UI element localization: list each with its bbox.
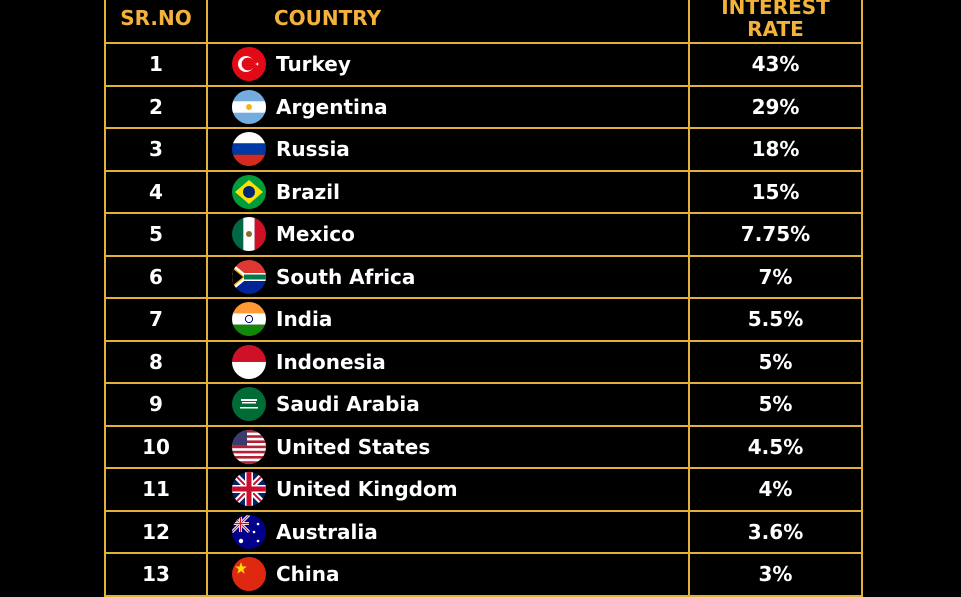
table-row: 8 Indonesia 5% (104, 339, 863, 384)
china-flag-icon (232, 557, 266, 592)
sr-no-cell: 9 (104, 382, 208, 427)
country-cell: Brazil (206, 169, 690, 214)
table-row: 3 Russia 18% (104, 127, 863, 172)
country-cell: Mexico (206, 212, 690, 257)
interest-rate-cell: 4% (688, 467, 863, 512)
country-cell: United States (206, 424, 690, 469)
interest-rate-table: SR.NO COUNTRY INTEREST RATE 1 Turkey 43% 2 A… (104, 0, 863, 597)
sr-no-cell: 12 (104, 509, 208, 554)
interest-rate-cell: 3.6% (688, 509, 863, 554)
country-name: Argentina (276, 94, 388, 119)
russia-flag-icon (232, 132, 266, 167)
country-cell: South Africa (206, 254, 690, 299)
interest-rate-cell: 5% (688, 339, 863, 384)
sr-no-cell: 6 (104, 254, 208, 299)
table-row: 12 Australia 3.6% (104, 509, 863, 554)
turkey-flag-icon (232, 47, 266, 82)
country-name: Turkey (276, 52, 351, 77)
country-cell: India (206, 297, 690, 342)
argentina-flag-icon (232, 89, 266, 124)
interest-rate-cell: 4.5% (688, 424, 863, 469)
country-cell: Turkey (206, 42, 690, 87)
sr-no-cell: 1 (104, 42, 208, 87)
country-name: United Kingdom (276, 477, 458, 502)
table-row: 13 China 3% (104, 552, 863, 597)
table-row: 6 South Africa 7% (104, 254, 863, 299)
interest-rate-cell: 15% (688, 169, 863, 214)
country-cell: China (206, 552, 690, 597)
interest-rate-cell: 29% (688, 84, 863, 129)
interest-rate-cell: 3% (688, 552, 863, 597)
united-kingdom-flag-icon (232, 472, 266, 507)
country-cell: Indonesia (206, 339, 690, 384)
table-row: 5 Mexico 7.75% (104, 212, 863, 257)
country-name: South Africa (276, 264, 416, 289)
australia-flag-icon (232, 514, 266, 549)
sr-no-cell: 4 (104, 169, 208, 214)
country-name: Mexico (276, 222, 355, 247)
country-name: Saudi Arabia (276, 392, 420, 417)
table-row: 10 United States 4.5% (104, 424, 863, 469)
table-row: 2 Argentina 29% (104, 84, 863, 129)
sr-no-cell: 5 (104, 212, 208, 257)
country-name: India (276, 307, 333, 332)
sr-no-cell: 3 (104, 127, 208, 172)
sr-no-cell: 10 (104, 424, 208, 469)
sr-no-cell: 2 (104, 84, 208, 129)
interest-rate-cell: 18% (688, 127, 863, 172)
indonesia-flag-icon (232, 344, 266, 379)
interest-rate-cell: 5.5% (688, 297, 863, 342)
country-cell: Australia (206, 509, 690, 554)
sr-no-cell: 7 (104, 297, 208, 342)
table-row: 4 Brazil 15% (104, 169, 863, 214)
sr-no-cell: 8 (104, 339, 208, 384)
country-name: United States (276, 434, 431, 459)
country-cell: Russia (206, 127, 690, 172)
table-header-row: SR.NO COUNTRY INTEREST RATE (104, 0, 863, 44)
header-country: COUNTRY (206, 0, 690, 44)
table-row: 11 United Kingdom 4% (104, 467, 863, 512)
table-row: 1 Turkey 43% (104, 42, 863, 87)
table-row: 9 Saudi Arabia 5% (104, 382, 863, 427)
mexico-flag-icon (232, 217, 266, 252)
country-name: Russia (276, 137, 350, 162)
table-row: 7 India 5.5% (104, 297, 863, 342)
india-flag-icon (232, 302, 266, 337)
united-states-flag-icon (232, 429, 266, 464)
interest-rate-cell: 43% (688, 42, 863, 87)
country-name: China (276, 562, 340, 587)
sr-no-cell: 11 (104, 467, 208, 512)
header-sr-no: SR.NO (104, 0, 208, 44)
header-interest-rate: INTEREST RATE (688, 0, 863, 44)
country-name: Indonesia (276, 349, 386, 374)
interest-rate-cell: 7.75% (688, 212, 863, 257)
country-cell: Saudi Arabia (206, 382, 690, 427)
saudi-arabia-flag-icon (232, 387, 266, 422)
sr-no-cell: 13 (104, 552, 208, 597)
brazil-flag-icon (232, 174, 266, 209)
interest-rate-cell: 7% (688, 254, 863, 299)
country-cell: United Kingdom (206, 467, 690, 512)
south-africa-flag-icon (232, 259, 266, 294)
country-name: Brazil (276, 179, 340, 204)
country-name: Australia (276, 519, 378, 544)
interest-rate-cell: 5% (688, 382, 863, 427)
country-cell: Argentina (206, 84, 690, 129)
